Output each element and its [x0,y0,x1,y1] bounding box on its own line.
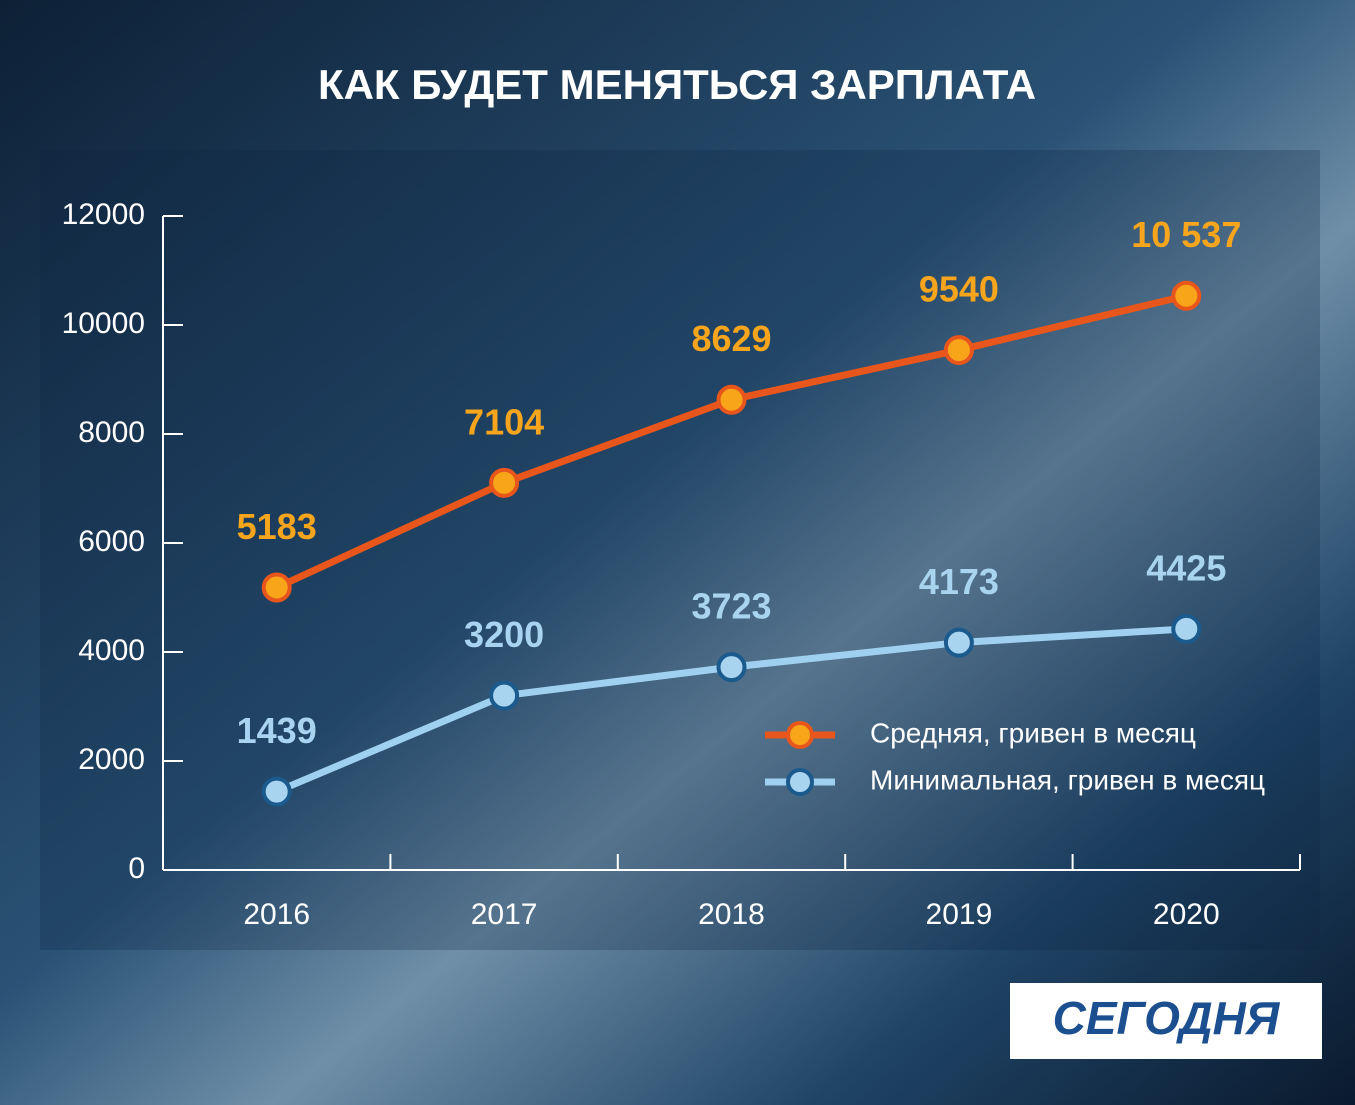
point [716,384,747,415]
x-tick-label: 2017 [471,898,538,931]
y-tick-label: 2000 [78,743,145,776]
point [943,335,974,366]
point [489,680,520,711]
y-tick-label: 10000 [62,307,145,340]
y-tick-label: 0 [128,852,145,885]
point [261,776,292,807]
point [1171,280,1202,311]
chart-title: КАК БУДЕТ МЕНЯТЬСЯ ЗАРПЛАТА [318,61,1036,108]
legend-label: Средняя, гривен в месяц [870,717,1196,748]
legend-marker [786,721,814,749]
point [943,627,974,658]
legend-label: Минимальная, гривен в месяц [870,764,1265,795]
value-label: 10 537 [1131,214,1241,255]
x-tick-label: 2018 [698,898,765,931]
point [716,652,747,683]
value-label: 4425 [1146,547,1226,588]
y-tick-label: 6000 [78,525,145,558]
x-tick-label: 2020 [1153,898,1220,931]
logo-box [1010,983,1322,1059]
value-label: 5183 [237,506,317,547]
legend-marker [786,768,814,796]
value-label: 3200 [464,614,544,655]
point [261,572,292,603]
value-label: 9540 [919,269,999,310]
point [489,467,520,498]
y-tick-label: 8000 [78,416,145,449]
y-tick-label: 12000 [62,198,145,231]
value-label: 7104 [464,401,544,442]
x-tick-label: 2019 [926,898,993,931]
value-label: 8629 [691,318,771,359]
panel [40,150,1320,950]
y-tick-label: 4000 [78,634,145,667]
value-label: 1439 [237,710,317,751]
x-tick-label: 2016 [243,898,310,931]
logo: СЕГОДНЯ [1053,992,1281,1044]
value-label: 3723 [691,586,771,627]
value-label: 4173 [919,561,999,602]
point [1171,613,1202,644]
